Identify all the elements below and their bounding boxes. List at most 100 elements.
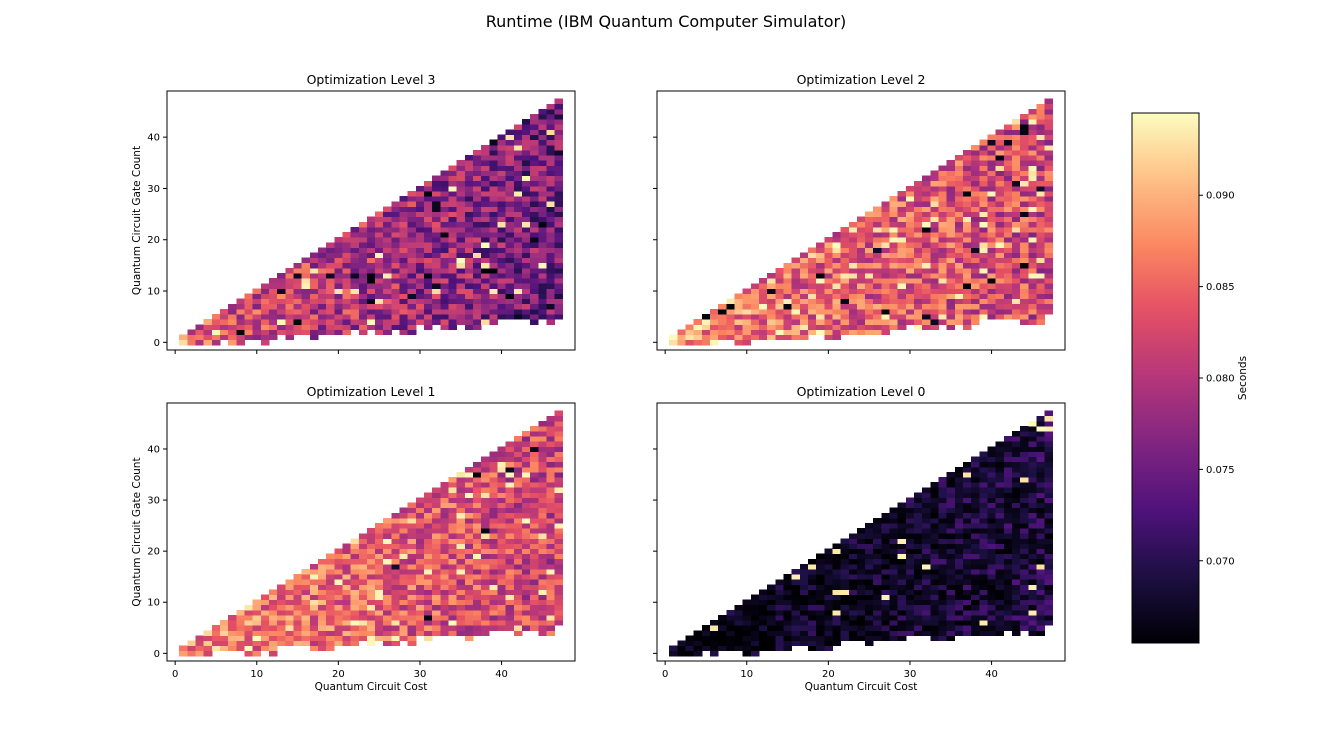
heatmap-cell [432,201,441,207]
heatmap-cell [1003,599,1013,606]
heatmap-cell [1036,446,1045,452]
heatmap-cell [1020,226,1029,233]
heatmap-cell [252,640,262,647]
heatmap-cell [293,620,303,626]
heatmap-cell [530,553,539,560]
heatmap-cell [1003,569,1013,575]
heatmap-cell [456,201,466,207]
heatmap-cell [432,221,441,228]
heatmap-cell [538,139,547,146]
heatmap-cell [1044,533,1054,539]
heatmap-cell [489,620,498,626]
heatmap-cell [856,216,866,223]
heatmap-cell [995,543,1005,550]
heatmap-cell [350,604,360,611]
x-tick-label: 30 [904,669,917,680]
heatmap-cell [816,308,825,315]
heatmap-cell [816,574,825,580]
heatmap-cell [897,278,907,284]
heatmap-cell [881,528,890,534]
heatmap-cell [930,512,939,519]
heatmap-cell [1044,242,1054,248]
heatmap-cell [285,298,294,305]
heatmap-cell [897,625,907,631]
heatmap-cell [1028,563,1037,570]
heatmap-cell [1028,523,1037,529]
heatmap-cell [922,232,931,238]
heatmap-cell [244,640,254,647]
heatmap-cell [546,538,555,544]
heatmap-cell [424,620,433,626]
heatmap-cell [979,599,988,606]
heatmap-cell [824,563,833,570]
heatmap-cell [1036,533,1045,539]
heatmap-cell [1011,257,1021,264]
heatmap-cell [375,635,384,641]
heatmap-cell [513,165,523,171]
heatmap-cell [1003,507,1013,514]
heatmap-cell [889,507,899,514]
heatmap-cell [407,232,417,238]
heatmap-cell [317,579,327,585]
heatmap-cell [848,553,858,560]
heatmap-cell [889,237,899,243]
heatmap-cell [375,579,384,585]
heatmap-cell [840,308,850,315]
heatmap-cells [179,98,564,346]
heatmap-cell [979,574,988,580]
heatmap-cell [734,620,744,626]
heatmap-cell [807,273,817,279]
heatmap-cell [897,517,907,524]
heatmap-cell [971,288,980,294]
heatmap-cell [987,226,997,233]
heatmap-cell [979,232,988,238]
heatmap-cell [873,604,882,611]
heatmap-cell [1028,298,1037,305]
heatmap-cell [260,604,270,611]
heatmap-cell [407,589,417,595]
heatmap-cell [383,252,392,259]
heatmap-cell [211,324,221,330]
heatmap-cell [971,558,980,565]
heatmap-cell [456,221,466,228]
heatmap-cell [530,237,539,243]
heatmap-cell [513,257,523,264]
heatmap-cell [424,517,433,524]
heatmap-cell [848,625,858,631]
heatmap-cell [963,206,972,212]
heatmap-cell [448,324,458,330]
heatmap-cell [521,278,531,284]
heatmap-cell [946,232,956,238]
heatmap-cell [1028,319,1037,325]
heatmap-cell [946,594,956,601]
heatmap-cell [1044,180,1054,187]
heatmap-cell [375,237,384,243]
heatmap-cell [505,185,515,192]
heatmap-cell [873,252,882,259]
heatmap-cell [521,308,531,315]
heatmap-cell [832,232,841,238]
heatmap-cell [350,563,360,570]
heatmap-cell [489,139,498,146]
heatmap-cell [807,625,817,631]
heatmap-cell [807,303,817,310]
heatmap-cell [554,543,564,550]
heatmap-cell [407,237,417,243]
heatmap-cell [383,604,392,611]
heatmap-cell [1028,431,1037,437]
heatmap-cell [930,237,939,243]
heatmap-cell [513,441,523,447]
heatmap-cell [922,185,931,192]
heatmap-cell [464,185,474,192]
heatmap-cell [530,149,539,156]
heatmap-cell [399,252,409,259]
heatmap-cell [391,630,400,636]
heatmap-cell [481,293,490,300]
heatmap-cell [995,584,1005,590]
heatmap-cell [342,298,351,305]
heatmap-cell [440,482,449,488]
heatmap-cell [415,548,425,555]
heatmap-cell [710,339,719,346]
heatmap-cell [513,211,523,218]
heatmap-cell [440,180,449,187]
